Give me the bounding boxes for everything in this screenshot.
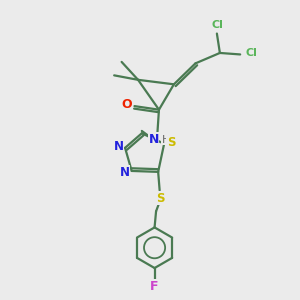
Text: O: O — [122, 98, 132, 111]
Text: S: S — [156, 192, 164, 205]
Text: F: F — [150, 280, 159, 293]
Text: Cl: Cl — [246, 48, 257, 58]
Text: N: N — [113, 140, 124, 153]
Text: H: H — [162, 134, 170, 145]
Text: N: N — [119, 166, 130, 178]
Text: S: S — [167, 136, 176, 149]
Text: N: N — [148, 133, 159, 146]
Text: Cl: Cl — [211, 20, 223, 31]
